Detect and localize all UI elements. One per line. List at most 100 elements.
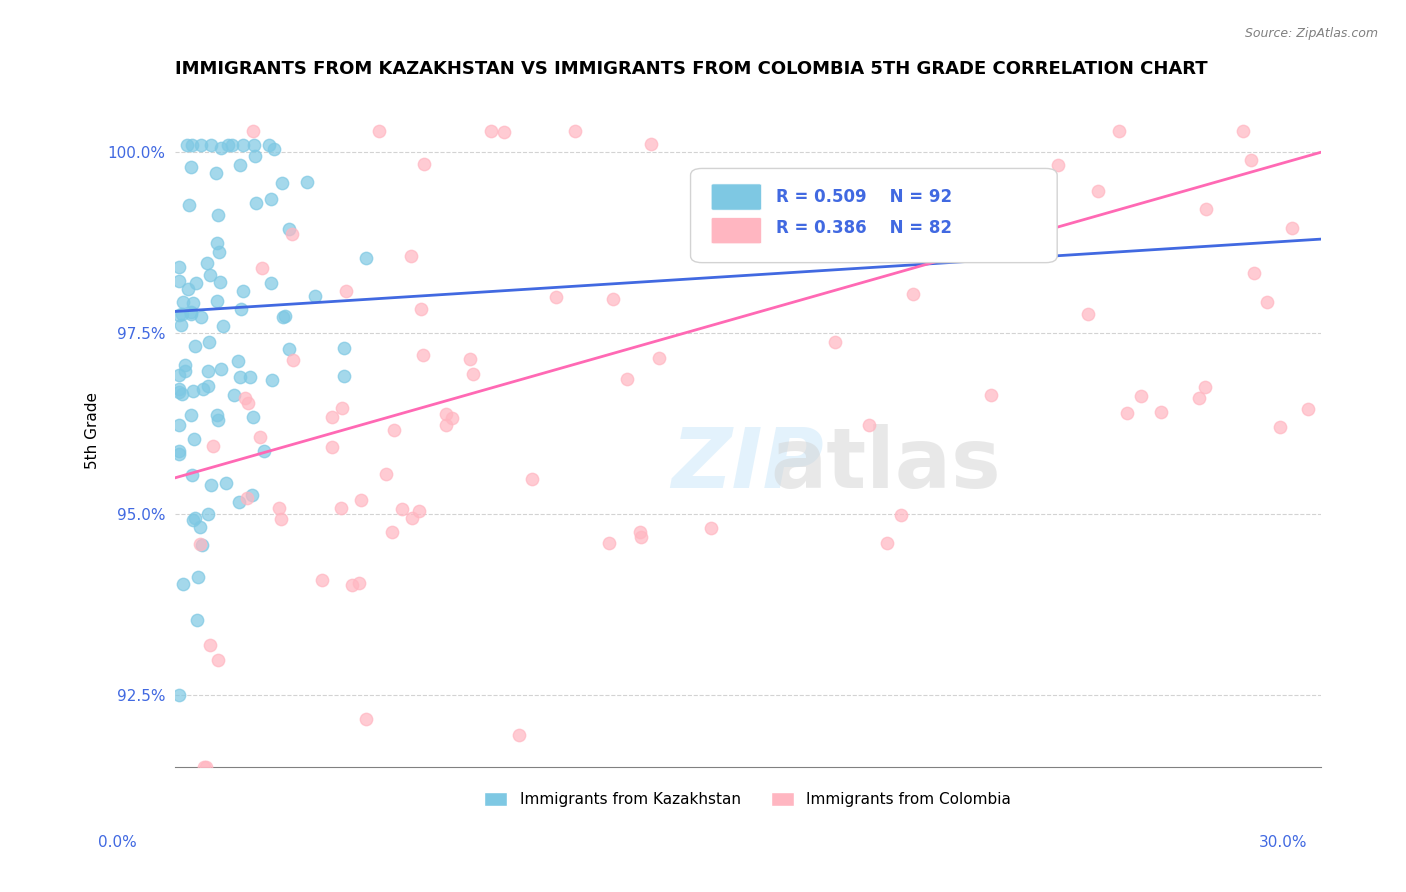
Point — [980, 388, 1002, 402]
Point — [640, 136, 662, 151]
Point — [167, 260, 190, 275]
FancyBboxPatch shape — [690, 169, 1057, 262]
Point — [187, 570, 209, 584]
Point — [169, 318, 191, 332]
Point — [260, 276, 283, 290]
Point — [180, 138, 202, 153]
Point — [167, 444, 190, 458]
Point — [221, 138, 243, 153]
Point — [311, 573, 333, 587]
Point — [273, 310, 295, 324]
Point — [205, 294, 228, 309]
Point — [602, 293, 624, 307]
Legend: Immigrants from Kazakhstan, Immigrants from Colombia: Immigrants from Kazakhstan, Immigrants f… — [478, 786, 1018, 814]
Point — [212, 318, 235, 333]
Point — [195, 760, 218, 774]
Point — [262, 373, 284, 387]
Point — [167, 385, 190, 400]
Point — [172, 295, 194, 310]
Point — [901, 287, 924, 301]
Point — [1077, 307, 1099, 321]
Point — [232, 285, 254, 299]
Point — [616, 372, 638, 386]
Point — [263, 142, 285, 156]
Point — [190, 310, 212, 324]
Point — [321, 409, 343, 424]
Point — [297, 175, 319, 189]
Point — [333, 341, 356, 355]
Point — [174, 359, 197, 373]
Point — [413, 157, 436, 171]
Point — [181, 513, 204, 527]
Point — [876, 536, 898, 550]
Point — [235, 491, 257, 506]
Point — [207, 413, 229, 427]
Point — [209, 362, 232, 376]
Point — [1281, 221, 1303, 235]
Point — [349, 575, 371, 590]
Point — [598, 536, 620, 550]
Point — [205, 408, 228, 422]
Point — [271, 310, 294, 324]
Point — [233, 391, 256, 405]
Point — [180, 304, 202, 318]
Point — [209, 276, 232, 290]
Point — [228, 495, 250, 509]
Point — [200, 478, 222, 492]
Point — [183, 432, 205, 446]
Point — [180, 307, 202, 321]
Point — [458, 351, 481, 366]
Point — [167, 368, 190, 383]
Point — [700, 521, 723, 535]
Point — [186, 613, 208, 627]
Point — [434, 418, 457, 433]
Point — [260, 192, 283, 206]
Text: Source: ZipAtlas.com: Source: ZipAtlas.com — [1244, 27, 1378, 40]
Point — [257, 138, 280, 153]
Point — [245, 196, 267, 211]
Point — [1150, 404, 1173, 418]
Point — [188, 519, 211, 533]
Point — [350, 493, 373, 508]
Text: ZIP: ZIP — [672, 424, 824, 505]
Point — [197, 335, 219, 350]
Point — [169, 308, 191, 322]
Point — [167, 447, 190, 461]
Point — [408, 504, 430, 518]
Point — [186, 277, 208, 291]
Point — [242, 123, 264, 137]
Point — [172, 576, 194, 591]
Point — [281, 353, 304, 368]
Point — [167, 274, 190, 288]
Point — [176, 138, 198, 153]
Point — [240, 487, 263, 501]
Point — [270, 512, 292, 526]
Point — [1256, 294, 1278, 309]
Point — [492, 125, 515, 139]
Point — [181, 468, 204, 483]
Point — [381, 524, 404, 539]
Point — [195, 256, 218, 270]
Point — [167, 688, 190, 702]
Point — [170, 307, 193, 321]
Point — [321, 440, 343, 454]
Point — [1243, 266, 1265, 280]
Point — [479, 123, 502, 137]
Point — [238, 396, 260, 410]
Point — [215, 475, 238, 490]
Point — [243, 138, 266, 153]
Point — [226, 354, 249, 368]
Point — [205, 236, 228, 251]
Point — [1129, 389, 1152, 403]
Point — [193, 760, 215, 774]
Point — [207, 208, 229, 222]
Point — [434, 407, 457, 421]
Point — [1188, 391, 1211, 405]
Point — [391, 501, 413, 516]
Point — [181, 295, 204, 310]
Point — [242, 410, 264, 425]
Point — [239, 370, 262, 384]
Point — [205, 166, 228, 180]
Point — [207, 653, 229, 667]
Point — [249, 430, 271, 444]
